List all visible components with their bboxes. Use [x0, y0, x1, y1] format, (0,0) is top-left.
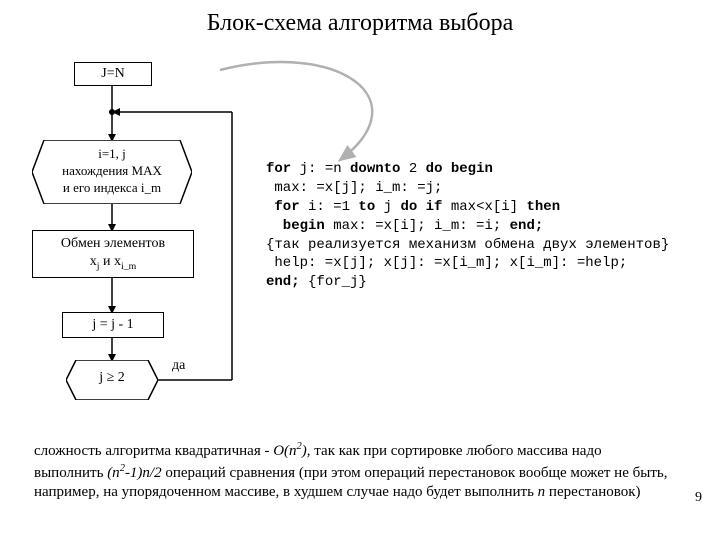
- hex-line1: i=1, j: [98, 146, 126, 161]
- flow-hex-process: i=1, j нахождения MAX и его индекса i_m: [32, 140, 192, 204]
- hex-line2: нахождения MAX: [62, 163, 162, 178]
- page-number: 9: [695, 490, 702, 506]
- flow-swap-box: Обмен элементов xj и xi_m: [32, 230, 194, 278]
- flow-init-box: J=N: [74, 62, 152, 86]
- yes-label: да: [172, 358, 185, 374]
- flow-decrement-box: j = j - 1: [62, 312, 164, 338]
- hex-line3: и его индекса i_m: [63, 180, 161, 195]
- diamond-label: j ≥ 2: [66, 370, 158, 386]
- page-title: Блок-схема алгоритма выбора: [0, 10, 720, 37]
- swap-line1: Обмен элементов: [61, 236, 165, 251]
- flow-condition-diamond: j ≥ 2: [66, 360, 158, 400]
- complexity-text: сложность алгоритма квадратичная - O(n2)…: [34, 440, 674, 503]
- swap-line2: xj и xi_m: [90, 254, 136, 269]
- code-block: for j: =n downto 2 do begin max: =x[j]; …: [266, 160, 696, 292]
